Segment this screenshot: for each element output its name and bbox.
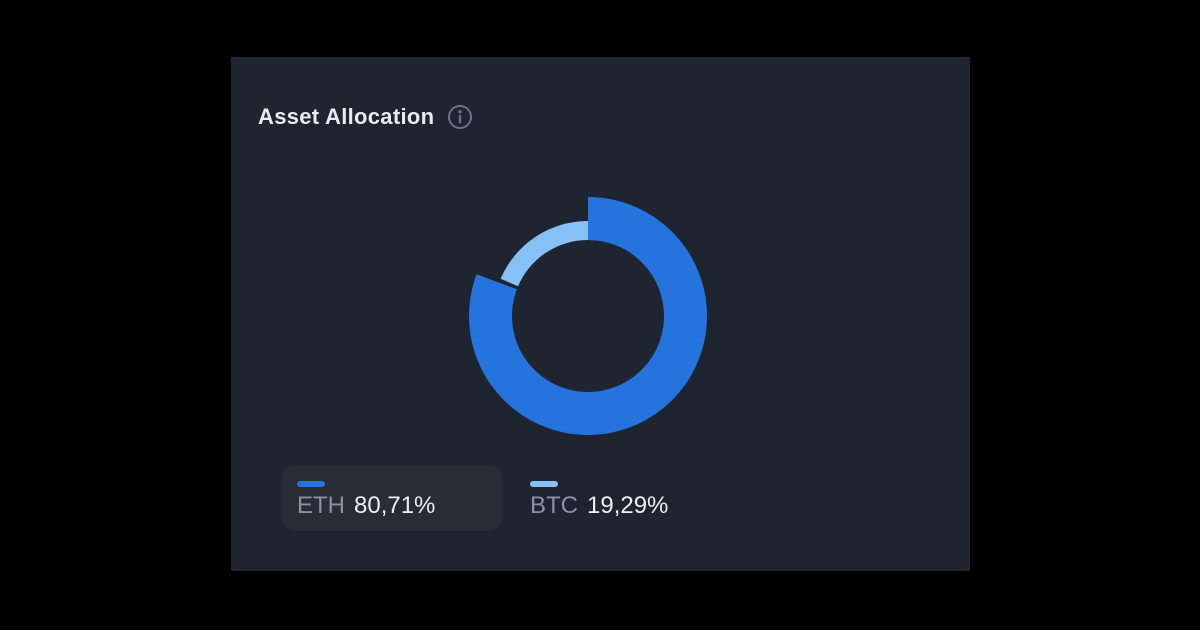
legend-value-eth: 80,71% [354, 492, 436, 519]
legend-label-eth: ETH [297, 492, 345, 519]
legend-label-btc: BTC [530, 492, 578, 519]
legend-text-eth: ETH 80,71% [297, 493, 435, 519]
legend-item-eth[interactable]: ETH 80,71% [282, 465, 502, 531]
donut-chart [469, 197, 708, 436]
page-title: Asset Allocation [258, 104, 435, 129]
asset-allocation-card: Asset Allocation ETH 80,71% BTC 19 [231, 57, 970, 571]
legend-text-btc: BTC 19,29% [530, 493, 668, 519]
pie-slice-eth[interactable] [469, 197, 708, 436]
legend-value-btc: 19,29% [587, 492, 669, 519]
legend-item-btc[interactable]: BTC 19,29% [515, 465, 683, 531]
card-header: Asset Allocation [258, 102, 473, 132]
legend-swatch-eth [297, 481, 325, 487]
legend-swatch-btc [530, 481, 558, 487]
pie-slice-btc[interactable] [500, 221, 588, 287]
info-icon[interactable] [447, 104, 473, 130]
